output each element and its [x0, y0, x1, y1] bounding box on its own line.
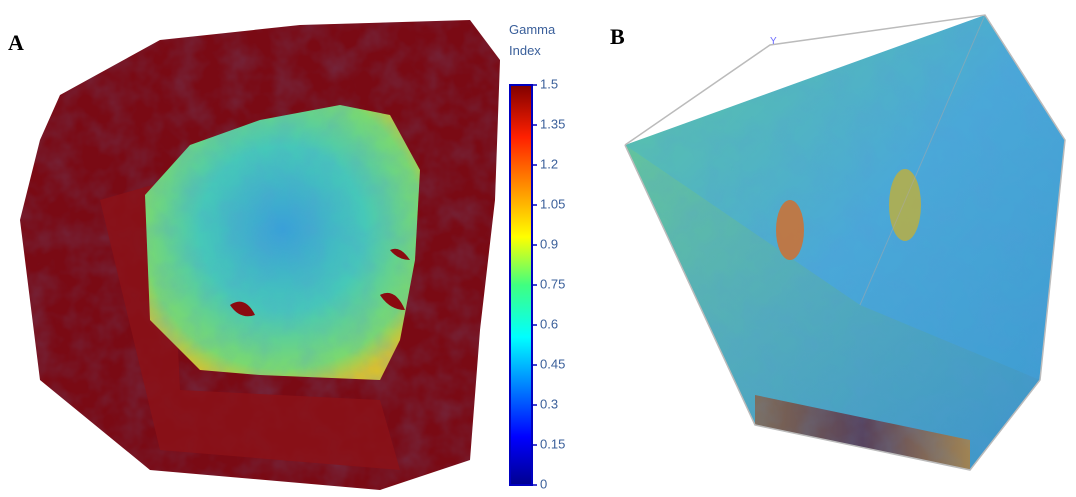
- panel-label: A: [8, 30, 24, 55]
- volume-a: [20, 20, 500, 490]
- colorbar-title: Gamma: [509, 22, 556, 37]
- colorbar-scale: [510, 85, 532, 485]
- cube-texture: [625, 15, 1065, 470]
- axis-label: Y: [770, 36, 777, 47]
- colorbar-title: Index: [509, 43, 541, 58]
- panel-label: B: [610, 24, 625, 49]
- tick-label: 0.6: [540, 316, 558, 331]
- tick-label: 0.15: [540, 436, 565, 451]
- volume-b: [625, 15, 1065, 470]
- tick-label: 0: [540, 476, 547, 491]
- tick-label: 0.9: [540, 236, 558, 251]
- tick-label: 1.5: [540, 76, 558, 91]
- tick-label: 0.45: [540, 356, 565, 371]
- figure: A B Y Gamma Index 1.5 1.35 1.2 1.05 0.9 0.75 0.6 0.4…: [0, 0, 1076, 497]
- hot-spot: [889, 169, 921, 241]
- tick-label: 0.75: [540, 276, 565, 291]
- tick-label: 1.2: [540, 156, 558, 171]
- tick-label: 0.3: [540, 396, 558, 411]
- colorbar: [510, 85, 532, 485]
- tick-label: 1.05: [540, 196, 565, 211]
- tick-label: 1.35: [540, 116, 565, 131]
- hot-spot: [776, 200, 804, 260]
